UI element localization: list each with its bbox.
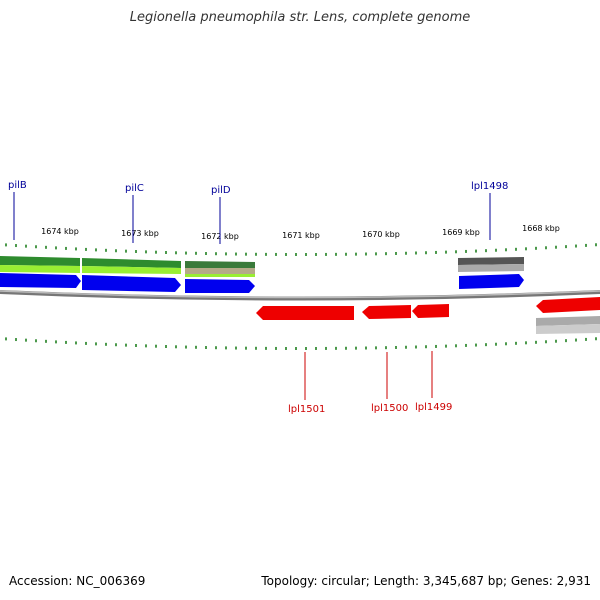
accession-text: Accession: NC_006369 — [9, 574, 146, 588]
genome-backbone — [0, 290, 600, 301]
gene-label-lpl1500[interactable]: lpl1500 — [371, 403, 408, 414]
scale-ticks-lower — [5, 337, 597, 350]
green-feature — [82, 258, 181, 268]
scale-label: 1671 kbp — [282, 231, 320, 240]
gene-label-pilD[interactable]: pilD — [211, 185, 231, 196]
feature-track-gray — [458, 257, 600, 334]
gene-label-lpl1499[interactable]: lpl1499 — [415, 402, 452, 413]
forward-cds-arrow[interactable] — [459, 274, 524, 289]
green-feature — [185, 268, 255, 274]
green-feature — [82, 266, 181, 274]
forward-gene-labels: pilB pilC pilD lpl1498 — [8, 180, 508, 244]
scale-label: 1673 kbp — [121, 229, 159, 238]
reverse-cds-arrow[interactable] — [256, 306, 354, 320]
feature-track-green — [0, 256, 255, 277]
gray-feature — [536, 324, 600, 334]
forward-cds-track — [0, 273, 524, 293]
reverse-cds-arrow[interactable] — [362, 305, 411, 319]
green-feature — [0, 256, 80, 266]
reverse-cds-arrow[interactable] — [536, 297, 600, 313]
green-feature — [0, 265, 80, 273]
scale-ticks-upper — [5, 243, 597, 256]
topology-text: Topology: circular; Length: 3,345,687 bp… — [261, 574, 591, 588]
gene-label-lpl1498[interactable]: lpl1498 — [471, 181, 508, 192]
scale-labels: 1674 kbp 1673 kbp 1672 kbp 1671 kbp 1670… — [41, 224, 560, 241]
green-feature — [185, 261, 255, 268]
scale-label: 1669 kbp — [442, 228, 480, 237]
forward-cds-arrow[interactable] — [82, 275, 181, 292]
scale-label: 1674 kbp — [41, 227, 79, 236]
forward-cds-arrow[interactable] — [0, 273, 81, 288]
gene-label-pilC[interactable]: pilC — [125, 183, 144, 194]
gene-label-pilB[interactable]: pilB — [8, 180, 27, 191]
gray-feature — [458, 257, 524, 265]
reverse-cds-track — [256, 297, 600, 320]
scale-label: 1670 kbp — [362, 230, 400, 239]
gray-feature — [458, 264, 524, 272]
scale-label: 1668 kbp — [522, 224, 560, 233]
gray-feature — [536, 316, 600, 326]
gene-label-lpl1501[interactable]: lpl1501 — [288, 404, 325, 415]
green-feature — [185, 274, 255, 277]
reverse-cds-arrow[interactable] — [412, 304, 449, 318]
forward-cds-arrow[interactable] — [185, 279, 255, 293]
map-title: Legionella pneumophila str. Lens, comple… — [129, 10, 471, 25]
genome-backbone-highlight — [0, 290, 600, 299]
reverse-gene-labels: lpl1501 lpl1500 lpl1499 — [288, 351, 452, 415]
